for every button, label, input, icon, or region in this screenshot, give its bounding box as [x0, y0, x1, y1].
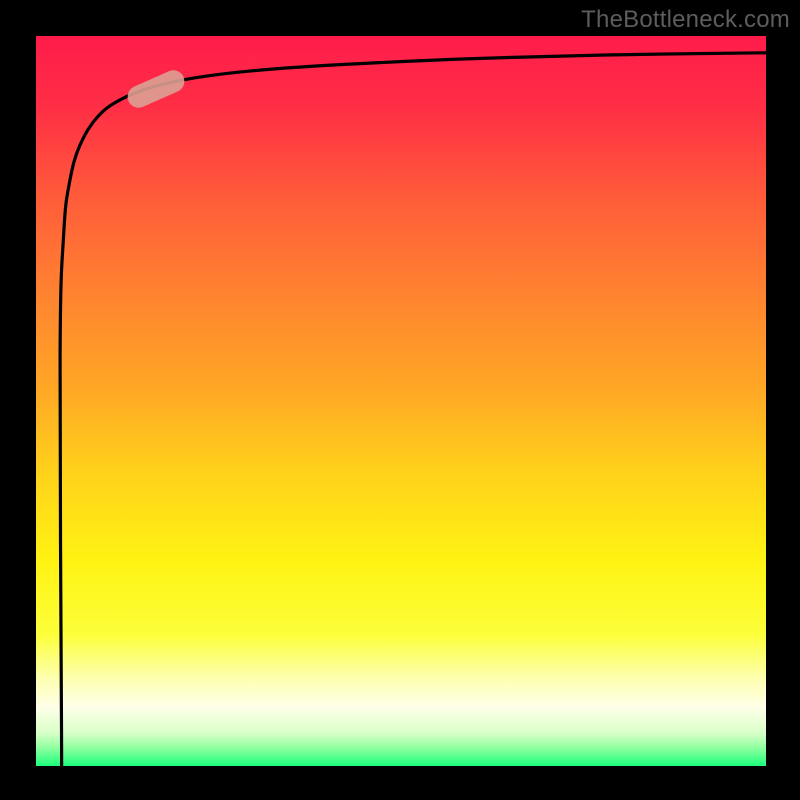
chart-curve: [36, 36, 766, 766]
watermark-text: TheBottleneck.com: [581, 6, 790, 34]
chart-container: TheBottleneck.com: [0, 0, 800, 800]
plot-area: [36, 36, 766, 766]
